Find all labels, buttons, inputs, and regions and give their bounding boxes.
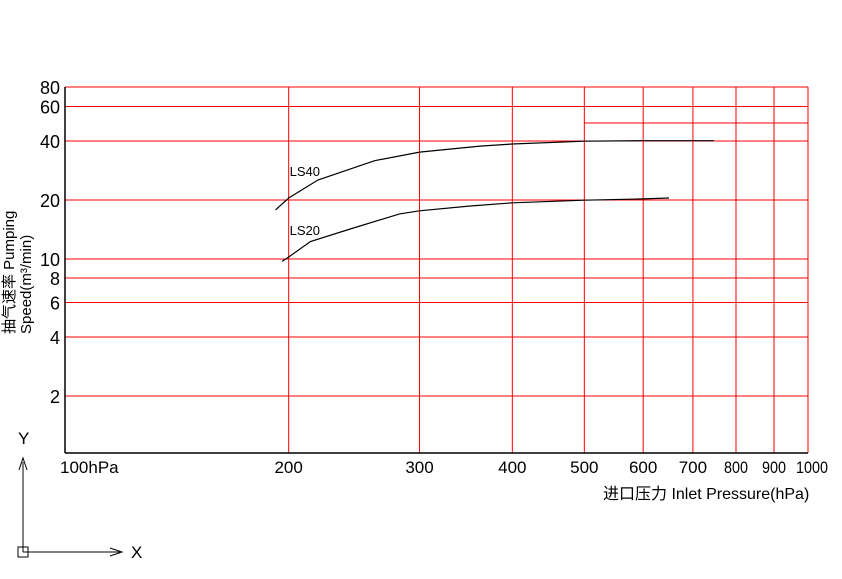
ucs-icon: [17, 456, 124, 558]
ucs-x-label: X: [131, 543, 142, 562]
x-tick-label: 400: [498, 458, 526, 477]
y-tick-label: 6: [50, 293, 60, 313]
y-tick-label: 10: [40, 250, 60, 270]
y-tick-label: 40: [40, 132, 60, 152]
x-tick-label: 700: [679, 458, 707, 477]
series-line-ls20: [281, 197, 670, 262]
y-tick-label: 2: [50, 387, 60, 407]
series-label-ls20: LS20: [290, 223, 320, 238]
x-tick-label: 100hPa: [60, 458, 119, 477]
ucs-y-arrow-icon: [18, 456, 28, 471]
axes: [64, 87, 808, 454]
x-tick-label: 900: [762, 458, 786, 477]
ucs-origin-box: [17, 546, 29, 558]
x-tick-label: 200: [274, 458, 302, 477]
x-tick-label: 500: [570, 458, 598, 477]
x-tick-label: 600: [629, 458, 657, 477]
x-axis-label: 进口压力 Inlet Pressure(hPa): [603, 485, 809, 503]
y-tick-label: 60: [40, 97, 60, 117]
x-tick-label: 800: [724, 458, 748, 477]
series-line-ls40: [275, 140, 714, 211]
series: LS40 LS20: [275, 140, 714, 262]
y-tick-label: 80: [40, 78, 60, 98]
ucs-y-label: Y: [18, 429, 29, 448]
series-label-ls40: LS40: [290, 164, 320, 179]
y-tick-label: 8: [50, 269, 60, 289]
y-tick-label: 4: [50, 328, 60, 348]
y-axis-label-line1: 抽气速率 Pumping: [1, 211, 18, 334]
grid: [65, 86, 809, 453]
ucs-x-arrow-icon: [109, 547, 124, 557]
x-tick-label: 300: [405, 458, 433, 477]
x-tick-label: 1000: [796, 458, 828, 477]
y-tick-label: 20: [40, 191, 60, 211]
y-axis-label-line2: Speed(m³/min): [18, 235, 35, 334]
